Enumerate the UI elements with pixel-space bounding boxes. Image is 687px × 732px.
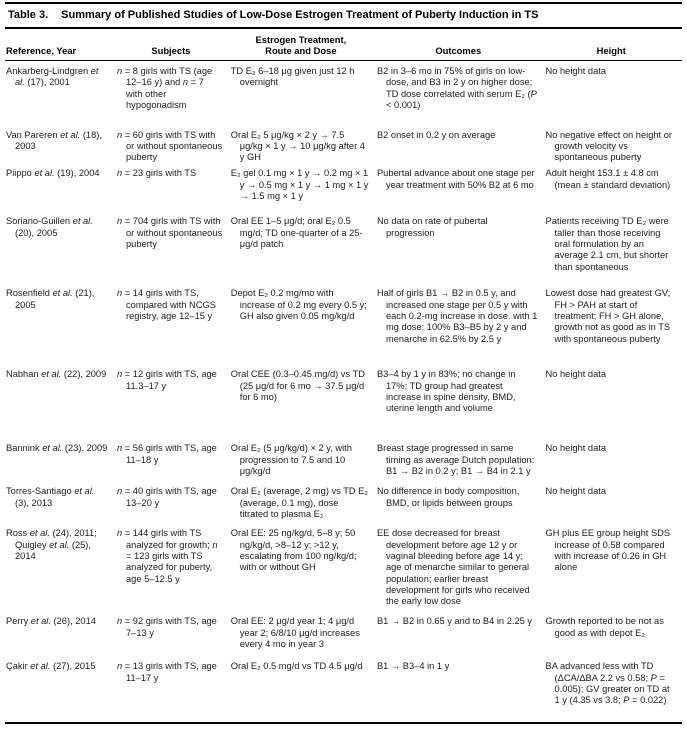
- subjects-cell: n = 40 girls with TS, age 13–20 y: [117, 486, 217, 508]
- table-row: Ankarberg-Lindgren et al. (17), 2001 n = …: [5, 61, 682, 125]
- table-row: Rosenfield et al. (21), 2005 n = 14 girls…: [5, 283, 682, 364]
- outcomes-cell: No difference in body composition, BMD, …: [376, 486, 520, 508]
- table-row: Bannink et al. (23), 2009 n = 56 girls wi…: [5, 438, 682, 481]
- height-cell: No height data: [545, 369, 607, 380]
- reference-cell: Ankarberg-Lindgren et al. (17), 2001: [6, 66, 99, 88]
- height-cell: Adult height 153.1 ± 4.8 cm (mean ± stan…: [545, 168, 671, 190]
- subjects-cell: n = 56 girls with TS, age 11–18 y: [117, 443, 217, 465]
- table-row: Soriano-Guillen et al. (20), 2005 n = 704…: [5, 211, 682, 283]
- table-header: Reference, Year Subjects Estrogen Treatm…: [5, 29, 682, 61]
- treatment-cell: Oral E₂ 0.5 mg/d vs TD 4.5 μg/d: [230, 661, 363, 672]
- outcomes-cell: B2 in 3–6 mo in 75% of girls on low-dose…: [376, 66, 537, 110]
- height-cell: Growth reported to be not as good as wit…: [545, 616, 664, 638]
- treatment-cell: Oral EE: 2 μg/d year 1; 4 μg/d year 2; 6…: [230, 616, 360, 649]
- treatment-cell: Oral EE 1–5 μg/d; oral E₂ 0.5 mg/d; TD o…: [230, 216, 363, 249]
- outcomes-cell: B1 → B3–4 in 1 y: [376, 661, 450, 672]
- treatment-cell: Oral EE: 25 ng/kg/d, 5–8 y; 50 ng/kg/d, …: [230, 528, 357, 573]
- subjects-cell: n = 13 girls with TS, age 11–17 y: [117, 661, 217, 683]
- subjects-cell: n = 144 girls with TS analyzed for growt…: [117, 528, 218, 584]
- table-row: Ross et al. (24), 2011; Quigley et al. (…: [5, 523, 682, 611]
- studies-table: Reference, Year Subjects Estrogen Treatm…: [5, 29, 682, 725]
- column-header-height: Height: [544, 29, 682, 61]
- table-title-label: Table 3.: [8, 9, 49, 21]
- reference-cell: Van Pareren et al. (18), 2003: [6, 129, 102, 151]
- treatment-cell: Oral E₂ (5 μg/kg/d) × 2 y, with progress…: [230, 443, 352, 476]
- reference-cell: Piippo et al. (19), 2004: [6, 168, 100, 179]
- reference-cell: Soriano-Guillen et al. (20), 2005: [6, 216, 93, 238]
- column-header-treatment: Estrogen Treatment, Route and Dose: [229, 29, 376, 61]
- height-cell: No negative effect on height or growth v…: [545, 129, 672, 163]
- reference-cell: Nabhan et al. (22), 2009: [6, 369, 107, 380]
- table-body: Ankarberg-Lindgren et al. (17), 2001 n = …: [5, 61, 682, 724]
- header-row: Reference, Year Subjects Estrogen Treatm…: [5, 29, 682, 61]
- height-cell: Lowest dose had greatest GV; FH > PAH at…: [545, 288, 671, 344]
- table-row: Torres-Santiago et al. (3), 2013 n = 40 g…: [5, 481, 682, 523]
- outcomes-cell: No data on rate of pubertal progression: [376, 216, 488, 238]
- outcomes-cell: B2 onset in 0.2 y on average: [376, 129, 496, 140]
- reference-cell: Çakir et al. (27), 2015: [6, 661, 96, 672]
- column-header-reference: Reference, Year: [5, 29, 117, 61]
- reference-cell: Torres-Santiago et al. (3), 2013: [6, 486, 95, 508]
- treatment-cell: Depot E₂ 0.2 mg/mo with increase of 0.2 …: [230, 288, 367, 321]
- outcomes-cell: Breast stage progressed in same timing a…: [376, 443, 535, 476]
- column-header-outcomes: Outcomes: [375, 29, 545, 61]
- treatment-cell: Oral E₂ 5 μg/kg × 2 y → 7.5 μg/kg × 1 y …: [230, 129, 365, 163]
- subjects-cell: n = 23 girls with TS: [117, 168, 197, 179]
- treatment-cell: E₂ gel 0.1 mg × 1 y → 0.2 mg × 1 y → 0.5…: [230, 168, 369, 201]
- height-cell: Patients receiving TD E₂ were taller tha…: [545, 216, 669, 272]
- subjects-cell: n = 60 girls with TS with or without spo…: [117, 129, 223, 163]
- subjects-cell: n = 12 girls with TS, age 11.3–17 y: [117, 369, 217, 391]
- table-row: Van Pareren et al. (18), 2003 n = 60 girl…: [5, 125, 682, 164]
- table-row: Piippo et al. (19), 2004 n = 23 girls wit…: [5, 163, 682, 211]
- outcomes-cell: EE dose decreased for breast development…: [376, 528, 530, 607]
- height-cell: BA advanced less with TD (ΔCA/ΔBA 2.2 vs…: [545, 661, 670, 706]
- reference-cell: Ross et al. (24), 2011; Quigley et al. (…: [6, 528, 97, 561]
- treatment-cell: Oral CEE (0.3–0.45 mg/d) vs TD (25 μg/d …: [230, 369, 365, 402]
- table-title: Table 3. Summary of Published Studies of…: [5, 2, 682, 29]
- table-row: Nabhan et al. (22), 2009 n = 12 girls wit…: [5, 364, 682, 438]
- outcomes-cell: B3–4 by 1 y in 83%; no change in 17%; TD…: [376, 369, 516, 414]
- table-row: Çakir et al. (27), 2015 n = 13 girls with…: [5, 656, 682, 723]
- reference-cell: Bannink et al. (23), 2009: [6, 443, 108, 454]
- subjects-cell: n = 704 girls with TS with or without sp…: [117, 216, 223, 249]
- height-cell: No height data: [545, 66, 607, 76]
- outcomes-cell: Pubertal advance about one stage per yea…: [376, 168, 535, 190]
- height-cell: No height data: [545, 443, 607, 454]
- subjects-cell: n = 14 girls with TS, compared with NCGS…: [117, 288, 216, 321]
- table-title-text: Summary of Published Studies of Low-Dose…: [61, 9, 539, 21]
- reference-cell: Perry et al. (26), 2014: [6, 616, 96, 627]
- outcomes-cell: B1 → B2 in 0.65 y and to B4 in 2.25 y: [376, 616, 533, 627]
- reference-cell: Rosenfield et al. (21), 2005: [6, 288, 95, 310]
- subjects-cell: n = 92 girls with TS, age 7–13 y: [117, 616, 217, 638]
- treatment-cell: TD E₂ 6–18 μg given just 12 h overnight: [230, 66, 355, 88]
- height-cell: No height data: [545, 486, 607, 497]
- outcomes-cell: Half of girls B1 → B2 in 0.5 y, and incr…: [376, 288, 538, 344]
- subjects-cell: n = 8 girls with TS (age 12–16 y) and n …: [117, 66, 213, 110]
- treatment-cell: Oral E₂ (average, 2 mg) vs TD E₂ (averag…: [230, 486, 368, 519]
- height-cell: GH plus EE group height SDS increase of …: [545, 528, 671, 573]
- table-row: Perry et al. (26), 2014 n = 92 girls with…: [5, 611, 682, 656]
- column-header-subjects: Subjects: [116, 29, 230, 61]
